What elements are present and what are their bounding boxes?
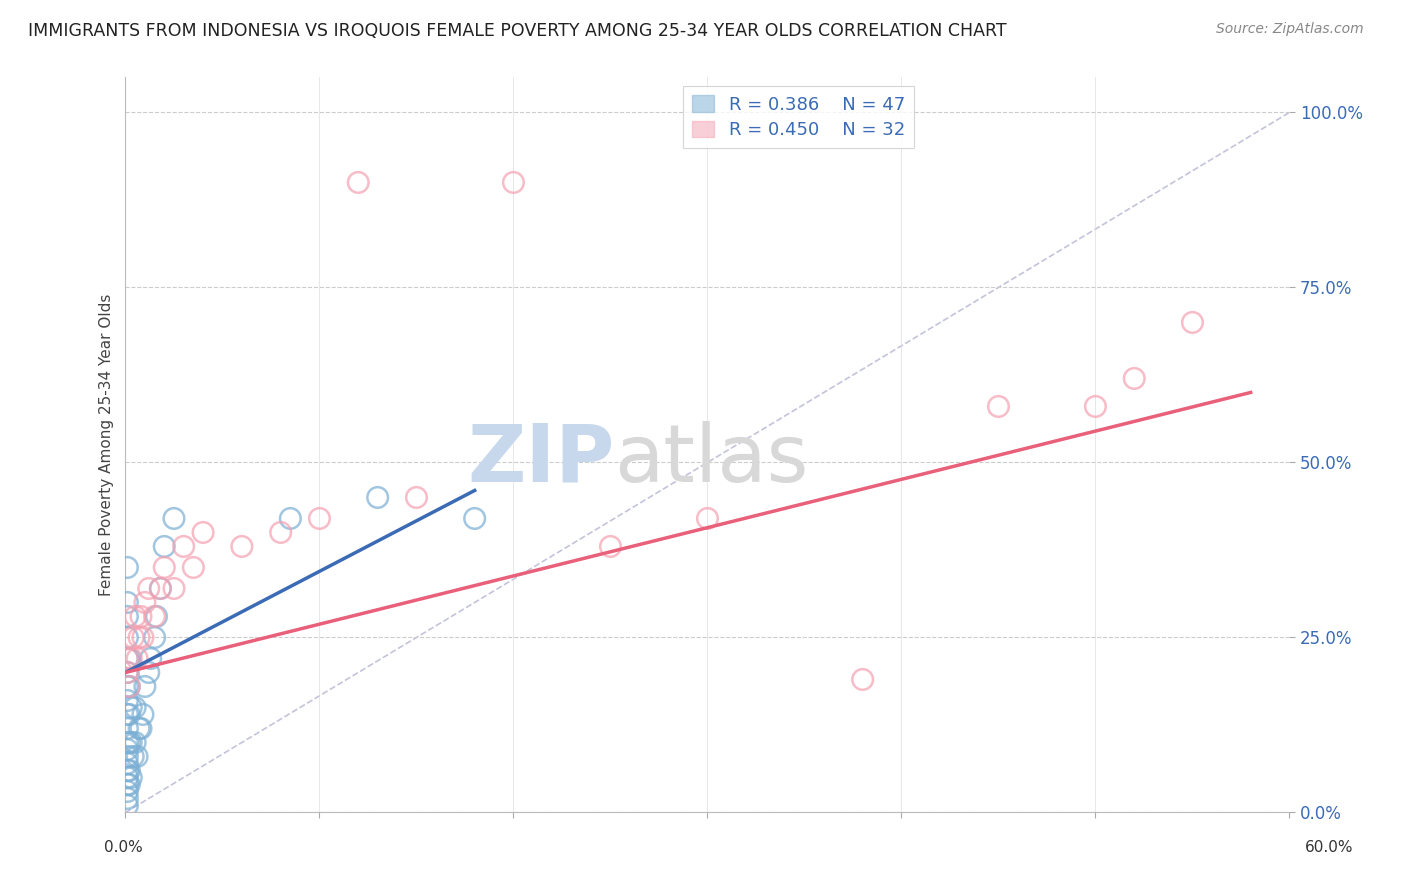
Point — [502, 176, 524, 190]
Point — [464, 511, 486, 525]
Point — [132, 631, 155, 645]
Point — [308, 511, 330, 525]
Point — [117, 595, 139, 609]
Text: atlas: atlas — [614, 421, 808, 499]
Point — [118, 764, 141, 778]
Point — [153, 560, 176, 574]
Point — [122, 749, 145, 764]
Point — [117, 791, 139, 805]
Text: 60.0%: 60.0% — [1305, 840, 1353, 855]
Text: 0.0%: 0.0% — [104, 840, 143, 855]
Point — [191, 525, 214, 540]
Point — [117, 798, 139, 813]
Point — [138, 665, 160, 680]
Point — [183, 560, 205, 574]
Point — [127, 749, 149, 764]
Point — [367, 491, 389, 505]
Point — [124, 735, 146, 749]
Point — [117, 777, 139, 791]
Point — [143, 631, 166, 645]
Point — [696, 511, 718, 525]
Point — [347, 176, 370, 190]
Point — [129, 722, 152, 736]
Point — [149, 582, 172, 596]
Point — [987, 400, 1010, 414]
Point — [149, 582, 172, 596]
Point — [1084, 400, 1107, 414]
Point — [117, 665, 139, 680]
Point — [128, 722, 150, 736]
Text: Source: ZipAtlas.com: Source: ZipAtlas.com — [1216, 22, 1364, 37]
Point — [852, 673, 875, 687]
Point — [118, 735, 141, 749]
Point — [117, 784, 139, 798]
Point — [117, 680, 139, 694]
Point — [138, 582, 160, 596]
Point — [599, 540, 621, 554]
Point — [118, 680, 141, 694]
Point — [134, 680, 156, 694]
Point — [120, 700, 142, 714]
Point — [120, 735, 142, 749]
Point — [118, 651, 141, 665]
Point — [118, 707, 141, 722]
Point — [143, 609, 166, 624]
Point — [118, 680, 141, 694]
Point — [163, 511, 186, 525]
Point — [163, 582, 186, 596]
Point — [117, 764, 139, 778]
Point — [124, 609, 146, 624]
Point — [117, 651, 139, 665]
Point — [231, 540, 253, 554]
Point — [117, 722, 139, 736]
Text: ZIP: ZIP — [467, 421, 614, 499]
Point — [173, 540, 195, 554]
Point — [280, 511, 302, 525]
Point — [122, 631, 145, 645]
Point — [117, 749, 139, 764]
Point — [139, 651, 162, 665]
Point — [405, 491, 427, 505]
Point — [117, 665, 139, 680]
Point — [145, 609, 167, 624]
Point — [132, 707, 155, 722]
Point — [270, 525, 292, 540]
Point — [117, 693, 139, 707]
Point — [120, 771, 142, 785]
Point — [117, 609, 139, 624]
Point — [117, 742, 139, 756]
Point — [129, 609, 152, 624]
Point — [128, 631, 150, 645]
Point — [117, 631, 139, 645]
Point — [117, 560, 139, 574]
Point — [134, 595, 156, 609]
Point — [117, 771, 139, 785]
Legend: R = 0.386    N = 47, R = 0.450    N = 32: R = 0.386 N = 47, R = 0.450 N = 32 — [683, 87, 914, 148]
Point — [118, 777, 141, 791]
Point — [153, 540, 176, 554]
Point — [1181, 315, 1204, 329]
Point — [120, 651, 142, 665]
Point — [117, 735, 139, 749]
Point — [124, 700, 146, 714]
Point — [1123, 371, 1146, 385]
Point — [117, 707, 139, 722]
Point — [127, 651, 149, 665]
Point — [117, 756, 139, 771]
Text: IMMIGRANTS FROM INDONESIA VS IROQUOIS FEMALE POVERTY AMONG 25-34 YEAR OLDS CORRE: IMMIGRANTS FROM INDONESIA VS IROQUOIS FE… — [28, 22, 1007, 40]
Point — [117, 651, 139, 665]
Y-axis label: Female Poverty Among 25-34 Year Olds: Female Poverty Among 25-34 Year Olds — [100, 293, 114, 596]
